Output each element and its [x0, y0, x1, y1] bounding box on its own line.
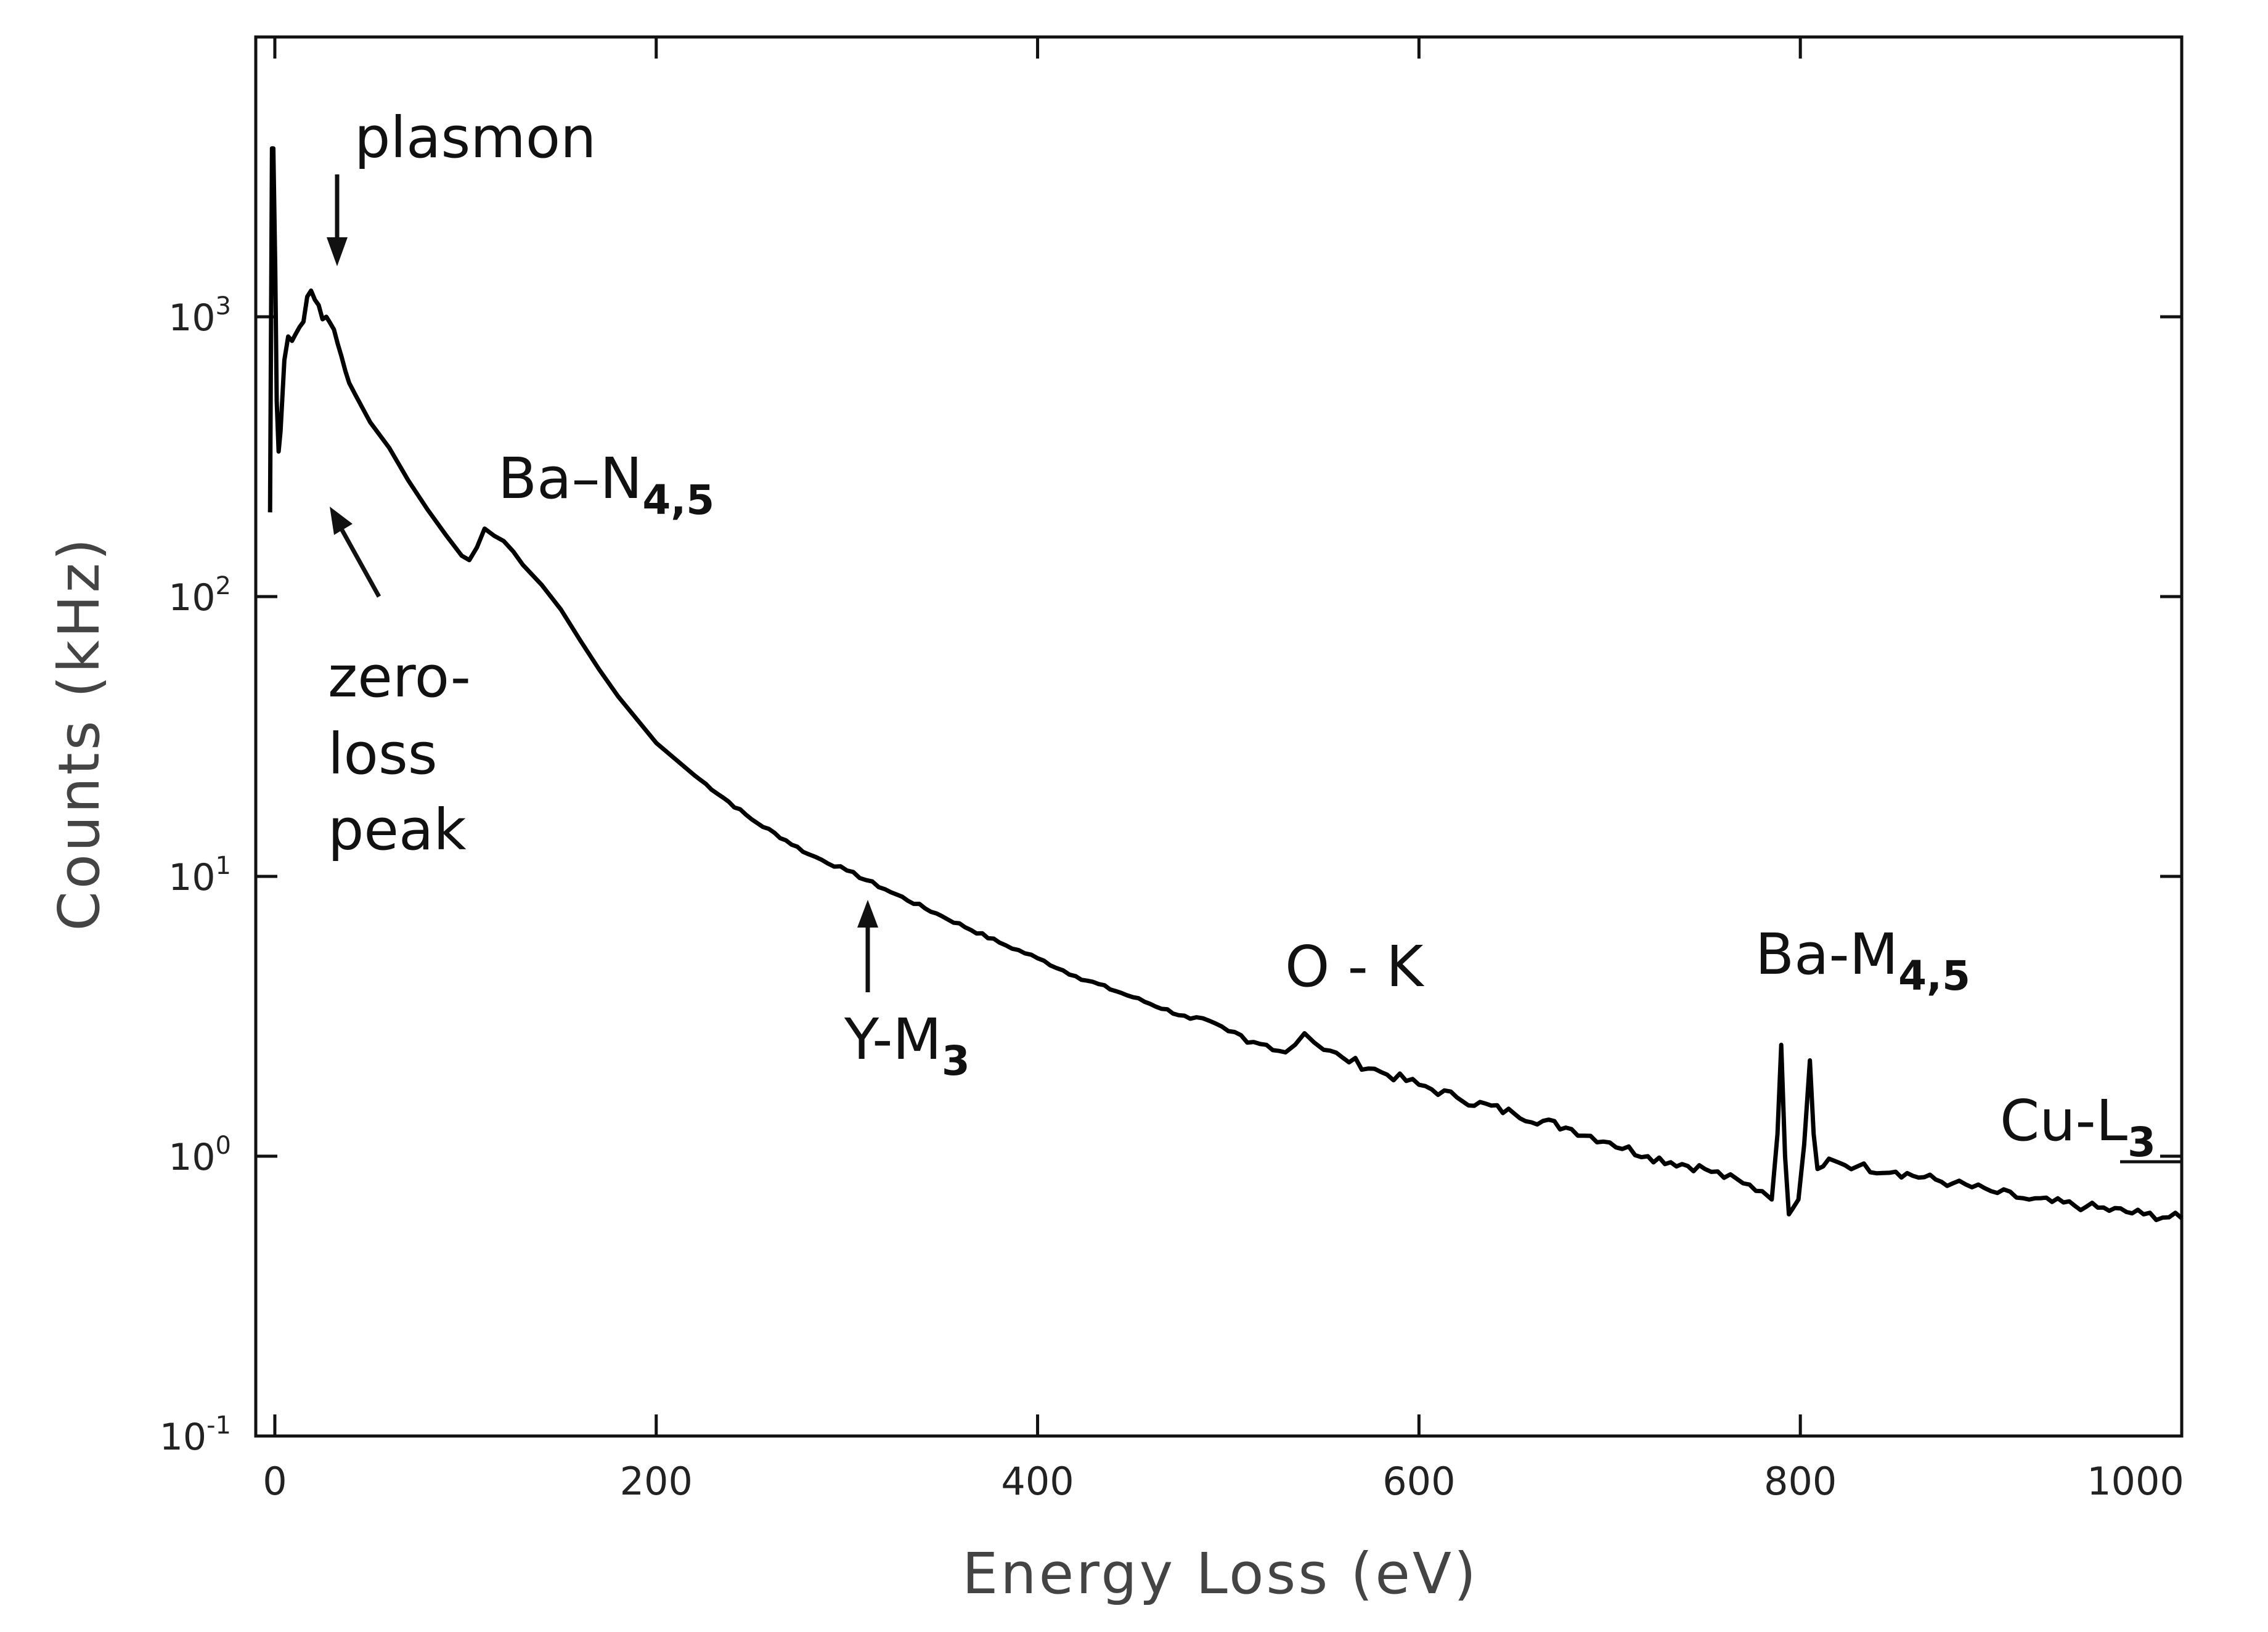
- y-tick-label-0: 10-1: [160, 1411, 231, 1459]
- y-tick-label-1: 100: [168, 1132, 231, 1179]
- annotation-zero-loss-line-1: zero-: [328, 644, 471, 710]
- annotation-o-k: O - K: [1285, 934, 1425, 1000]
- x-tick-label-1000: 1000: [2087, 1459, 2184, 1504]
- y-axis-title: Counts (kHz): [46, 536, 112, 931]
- y-axis-ticks: 10-1 100 101 102 103: [160, 292, 2182, 1459]
- x-tick-label-800: 800: [1764, 1459, 1837, 1504]
- x-tick-label-0: 0: [263, 1459, 287, 1504]
- annotation-cu-l3: Cu-L3: [2000, 1088, 2156, 1166]
- arrow-y-m3: [857, 900, 878, 992]
- x-tick-label-200: 200: [620, 1459, 693, 1504]
- annotation-ba-n45: Ba–N4,5: [498, 446, 714, 524]
- y-tick-label-3: 102: [168, 572, 231, 619]
- x-axis-title: Energy Loss (eV): [962, 1541, 1479, 1607]
- annotation-ba-m45: Ba-M4,5: [1755, 921, 1970, 1000]
- x-tick-label-600: 600: [1382, 1459, 1455, 1504]
- spectrum-line: [267, 146, 2184, 1222]
- annotation-zero-loss-line-2: loss: [328, 721, 438, 787]
- y-tick-label-2: 101: [168, 852, 231, 899]
- annotation-y-m3: Y-M3: [844, 1006, 970, 1085]
- annotation-plasmon: plasmon: [354, 105, 596, 171]
- arrow-zero-loss: [330, 507, 381, 598]
- arrow-plasmon: [327, 174, 348, 266]
- annotations: plasmon zero- loss peak Ba–N4,5 Y-M3 O -…: [327, 105, 2182, 1166]
- y-tick-label-4: 103: [168, 292, 231, 340]
- plot-frame: [254, 35, 2184, 1438]
- x-tick-label-400: 400: [1001, 1459, 1074, 1504]
- x-axis-ticks: 0 200 400 600 800 1000: [263, 37, 2184, 1504]
- annotation-zero-loss-line-3: peak: [328, 797, 467, 863]
